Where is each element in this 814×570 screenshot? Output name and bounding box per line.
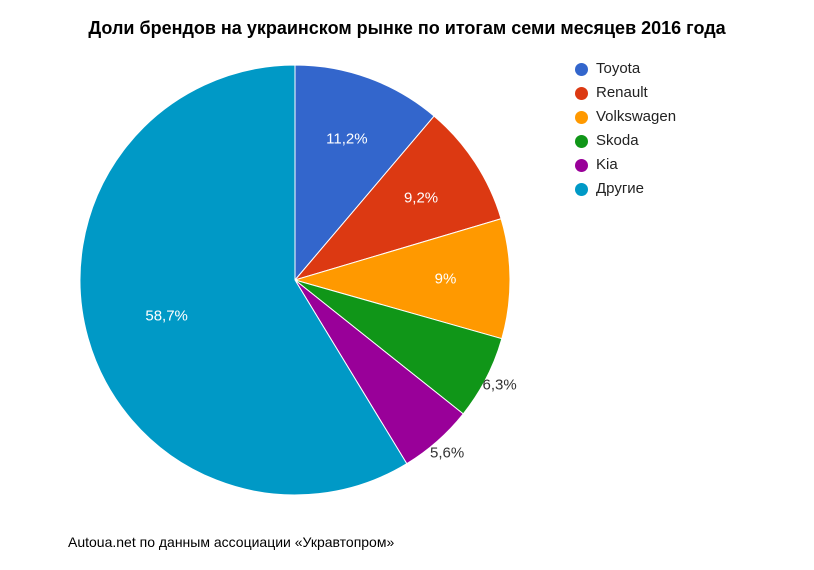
legend-label: Skoda (596, 132, 639, 150)
legend-item: Другие (575, 180, 676, 198)
legend-item: Kia (575, 156, 676, 174)
legend-label: Volkswagen (596, 108, 676, 126)
legend-swatch (575, 159, 588, 172)
legend-label: Другие (596, 180, 644, 198)
legend-label: Kia (596, 156, 618, 174)
legend-item: Toyota (575, 60, 676, 78)
chart-container: Доли брендов на украинском рынке по итог… (0, 0, 814, 570)
slice-label: 58,7% (145, 307, 188, 324)
legend-swatch (575, 135, 588, 148)
chart-footnote: Autoua.net по данным ассоциации «Укравто… (68, 534, 394, 550)
legend-item: Skoda (575, 132, 676, 150)
legend-swatch (575, 63, 588, 76)
slice-label: 5,6% (430, 444, 464, 461)
slice-label: 11,2% (326, 130, 367, 147)
slice-label: 9% (435, 271, 457, 288)
legend-item: Renault (575, 84, 676, 102)
pie-chart: 11,2%9,2%9%6,3%5,6%58,7% (80, 65, 510, 495)
slice-label: 6,3% (483, 377, 517, 394)
chart-title: Доли брендов на украинском рынке по итог… (0, 18, 814, 39)
legend: Toyota Renault Volkswagen Skoda Kia Другие (575, 60, 676, 204)
legend-swatch (575, 87, 588, 100)
legend-label: Renault (596, 84, 648, 102)
legend-swatch (575, 183, 588, 196)
legend-swatch (575, 111, 588, 124)
legend-item: Volkswagen (575, 108, 676, 126)
legend-label: Toyota (596, 60, 640, 78)
slice-label: 9,2% (404, 189, 438, 206)
